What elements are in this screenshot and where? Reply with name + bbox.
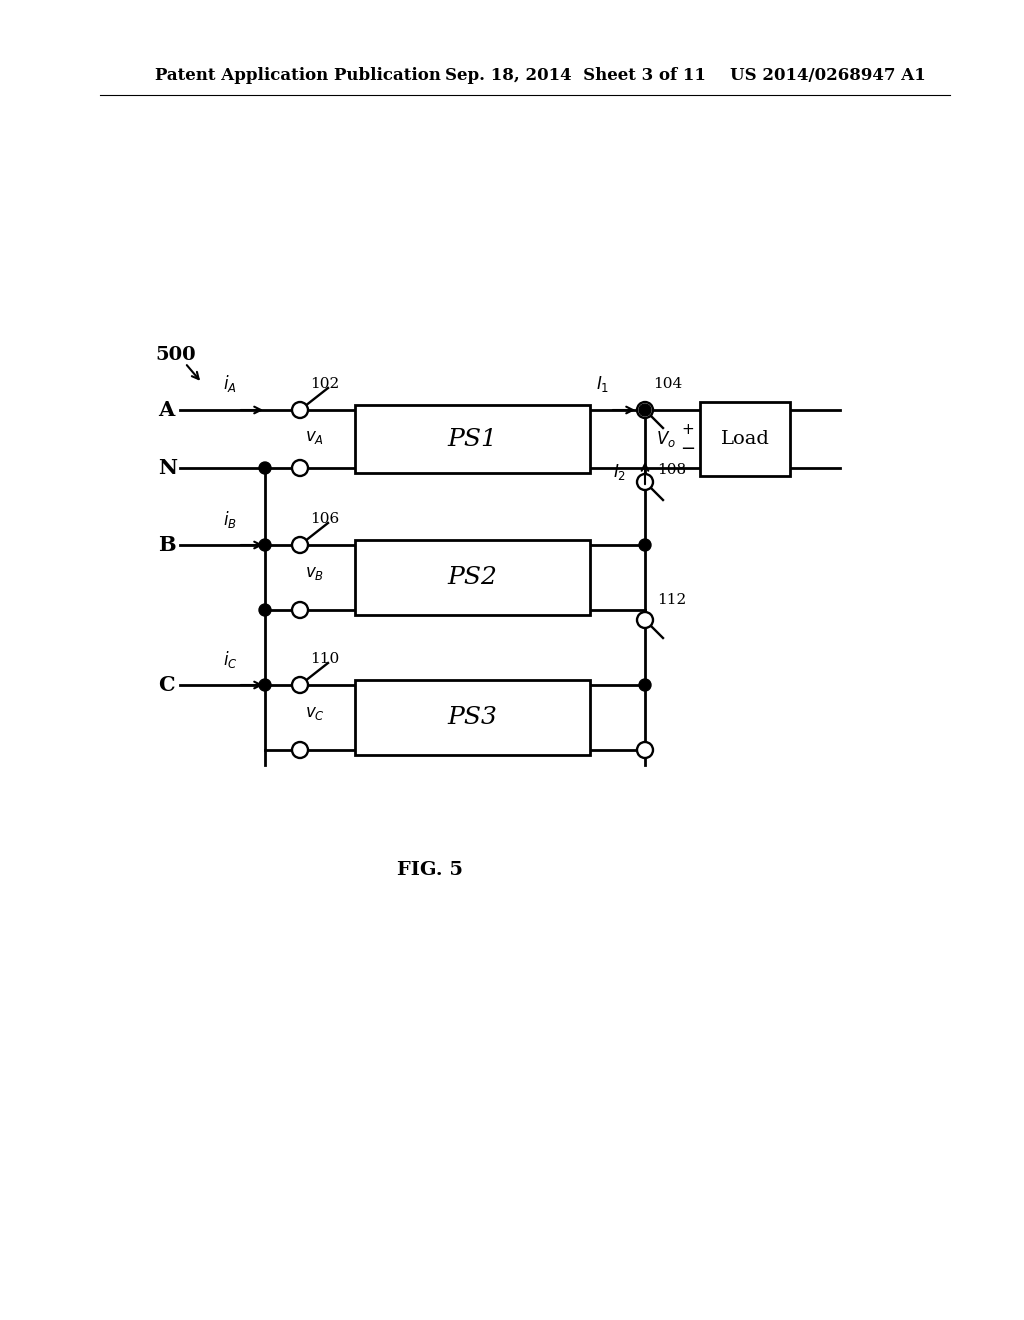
Text: $I_1$: $I_1$ (596, 374, 609, 393)
Text: US 2014/0268947 A1: US 2014/0268947 A1 (730, 66, 926, 83)
Text: Sep. 18, 2014  Sheet 3 of 11: Sep. 18, 2014 Sheet 3 of 11 (445, 66, 706, 83)
Circle shape (639, 404, 651, 416)
Text: N: N (158, 458, 177, 478)
Text: 104: 104 (653, 378, 682, 391)
Circle shape (259, 462, 271, 474)
Bar (355, 680, 590, 755)
Circle shape (637, 742, 653, 758)
Text: B: B (158, 535, 176, 554)
Circle shape (259, 539, 271, 550)
Circle shape (259, 678, 271, 690)
Circle shape (639, 678, 651, 690)
Text: $i_B$: $i_B$ (223, 508, 237, 529)
Bar (700, 403, 790, 477)
Text: PS3: PS3 (447, 706, 498, 729)
Circle shape (292, 742, 308, 758)
Circle shape (637, 612, 653, 628)
Bar (355, 540, 590, 615)
Text: 112: 112 (657, 593, 686, 607)
Text: 106: 106 (310, 512, 339, 525)
Text: FIG. 5: FIG. 5 (397, 861, 463, 879)
Text: Patent Application Publication: Patent Application Publication (155, 66, 441, 83)
Circle shape (637, 474, 653, 490)
Circle shape (259, 605, 271, 616)
Text: $v_C$: $v_C$ (305, 705, 325, 722)
Circle shape (292, 602, 308, 618)
Circle shape (292, 677, 308, 693)
Text: PS2: PS2 (447, 566, 498, 589)
Circle shape (292, 459, 308, 477)
Text: $i_A$: $i_A$ (223, 374, 237, 395)
Text: C: C (158, 675, 175, 696)
Circle shape (639, 539, 651, 550)
Text: $i_C$: $i_C$ (222, 648, 238, 669)
Text: −: − (680, 440, 695, 458)
Text: A: A (158, 400, 174, 420)
Text: 102: 102 (310, 378, 339, 391)
Text: 110: 110 (310, 652, 339, 667)
Circle shape (292, 537, 308, 553)
Circle shape (637, 403, 653, 418)
Text: 500: 500 (155, 346, 196, 364)
Text: 108: 108 (657, 463, 686, 477)
Text: Load: Load (721, 430, 769, 447)
Bar (355, 405, 590, 473)
Text: $v_A$: $v_A$ (305, 429, 324, 446)
Circle shape (292, 403, 308, 418)
Text: $I_2$: $I_2$ (613, 462, 627, 482)
Text: $v_B$: $v_B$ (305, 565, 325, 582)
Text: PS1: PS1 (447, 428, 498, 450)
Text: +: + (682, 421, 694, 437)
Text: $V_o$: $V_o$ (656, 429, 676, 449)
